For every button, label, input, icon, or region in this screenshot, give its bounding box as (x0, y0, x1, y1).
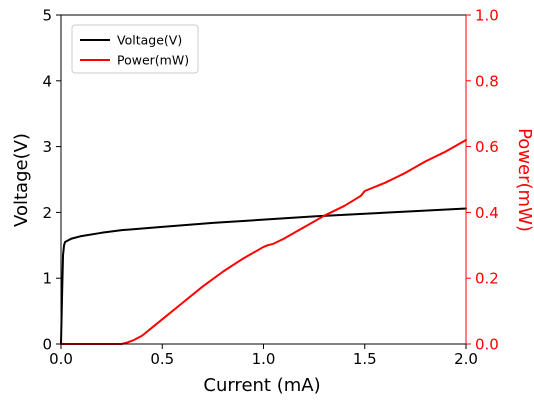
y-axis-label-right: Power(mW) (514, 128, 534, 232)
y-right-tick-label: 1.0 (475, 7, 499, 25)
legend: Voltage(V) Power(mW) (71, 24, 199, 74)
y-left-tick-label: 2 (42, 204, 52, 222)
x-tick-label: 0.5 (150, 350, 174, 368)
legend-label-voltage: Voltage(V) (117, 33, 182, 48)
x-tick-label: 0.0 (49, 350, 73, 368)
y-left-tick-label: 4 (42, 72, 52, 90)
y-right-tick-label: 0.2 (475, 270, 499, 288)
legend-label-power: Power(mW) (117, 53, 189, 68)
x-axis-label: Current (mA) (203, 375, 320, 396)
y-left-tick-label: 1 (42, 270, 52, 288)
x-tick-label: 2.0 (454, 350, 478, 368)
y-left-tick-label: 3 (42, 138, 52, 156)
y-right-tick-label: 0.8 (475, 72, 499, 90)
y-axis-label-left: Voltage(V) (11, 133, 32, 227)
y-right-tick-label: 0.0 (475, 336, 499, 354)
y-left-tick-label: 0 (42, 336, 52, 354)
x-tick-label: 1.0 (252, 350, 276, 368)
y-left-tick-label: 5 (42, 7, 52, 25)
y-right-tick-label: 0.6 (475, 138, 499, 156)
series-line-voltage (60, 207, 467, 345)
series-line-power (60, 139, 467, 345)
y-right-tick-label: 0.4 (475, 204, 499, 222)
x-tick-label: 1.5 (353, 350, 377, 368)
